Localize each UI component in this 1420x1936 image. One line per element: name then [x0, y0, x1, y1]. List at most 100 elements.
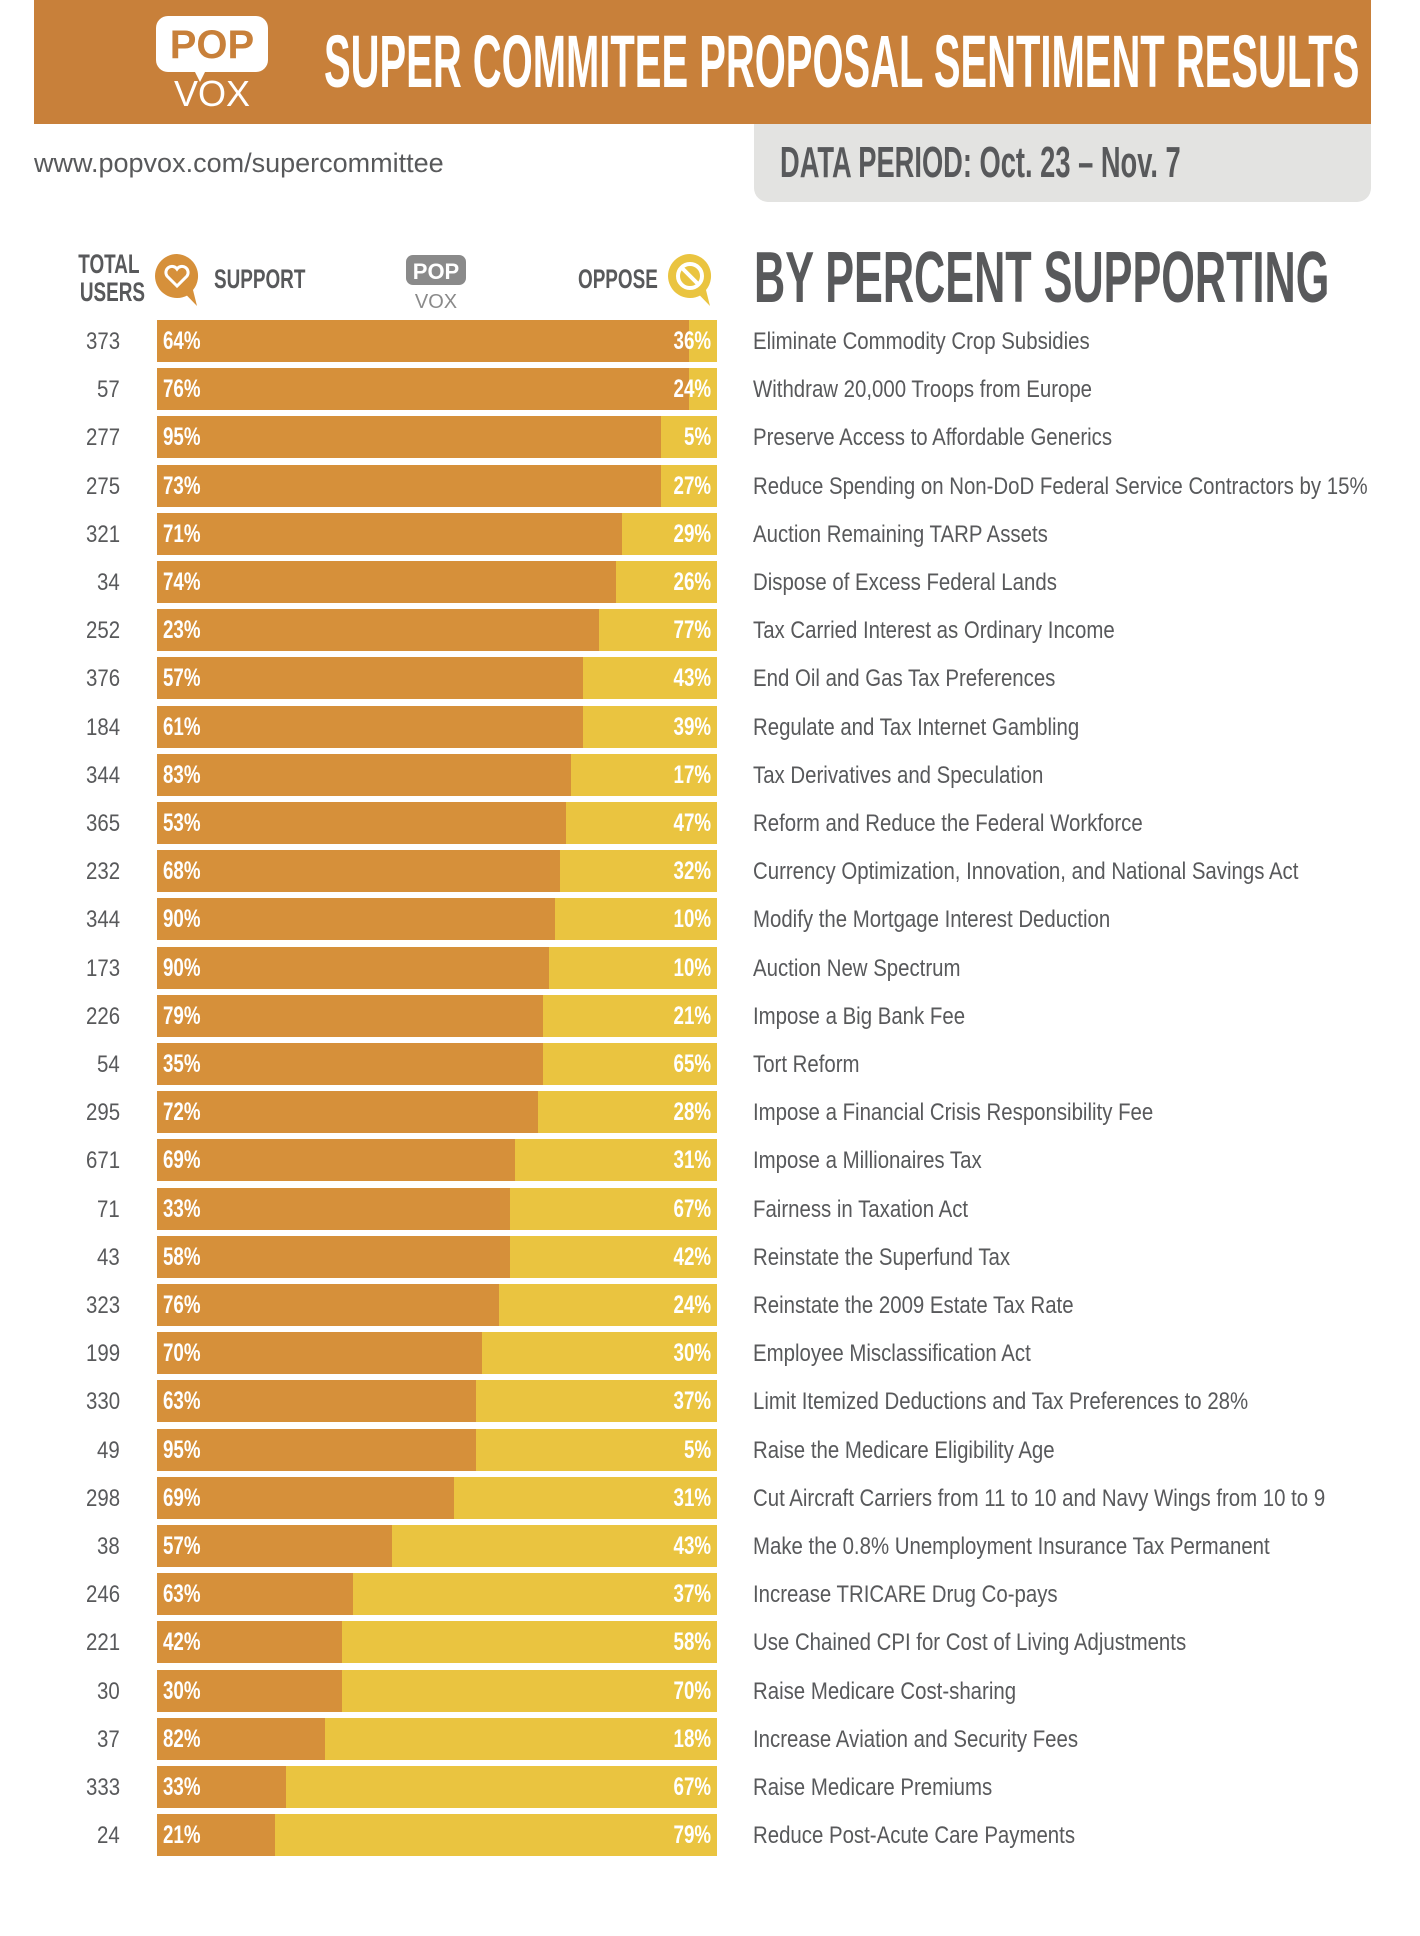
- oppose-bar: 82% 18%: [157, 1717, 717, 1760]
- total-users-value: 298: [85, 1484, 120, 1512]
- support-label: 63%: [163, 1580, 201, 1609]
- total-users-value: 295: [85, 1099, 120, 1127]
- support-label: 63%: [163, 1387, 201, 1416]
- popvox-small-logo: POP VOX: [406, 255, 466, 310]
- oppose-label: 70%: [673, 1676, 711, 1705]
- total-users-value: 321: [85, 520, 120, 548]
- proposal-label: Use Chained CPI for Cost of Living Adjus…: [753, 1629, 1187, 1657]
- chart-row: 376 57% 43% End Oil and Gas Tax Preferen…: [0, 657, 1420, 701]
- proposal-label: Reduce Spending on Non-DoD Federal Servi…: [753, 472, 1368, 500]
- support-bar: [157, 464, 661, 507]
- site-url[interactable]: www.popvox.com/supercommittee: [34, 148, 444, 178]
- chart-row: 30 30% 70% Raise Medicare Cost-sharing: [0, 1669, 1420, 1714]
- proposal-label: Cut Aircraft Carriers from 11 to 10 and …: [753, 1484, 1326, 1512]
- support-bar: [157, 1428, 477, 1471]
- support-label: 57%: [163, 1532, 201, 1560]
- proposal-label: Raise Medicare Premiums: [753, 1774, 993, 1801]
- total-users-value: 34: [97, 569, 120, 596]
- proposal-label: Tax Derivatives and Speculation: [753, 761, 1044, 789]
- oppose-bar: 57% 43%: [157, 1525, 717, 1567]
- proposal-label: Eliminate Commodity Crop Subsidies: [753, 328, 1090, 355]
- total-users-value: 54: [97, 1051, 120, 1078]
- total-users-value: 232: [85, 858, 120, 886]
- oppose-label: 26%: [673, 568, 711, 596]
- support-label: 53%: [163, 809, 201, 837]
- chart-row: 38 57% 43% Make the 0.8% Unemployment In…: [0, 1525, 1420, 1569]
- oppose-bar: 90% 10%: [157, 898, 717, 941]
- proposal-label: Limit Itemized Deductions and Tax Prefer…: [753, 1388, 1249, 1416]
- data-period-box: DATA PERIOD: Oct. 23 – Nov. 7: [754, 124, 1371, 202]
- support-label: 23%: [163, 616, 201, 645]
- proposal-label: Auction New Spectrum: [753, 954, 961, 982]
- oppose-label: 67%: [673, 1194, 711, 1223]
- oppose-bar: 73% 27%: [157, 464, 717, 507]
- support-label: 79%: [163, 1001, 201, 1030]
- support-label: 70%: [163, 1339, 201, 1368]
- oppose-bar: 68% 32%: [157, 850, 717, 893]
- oppose-bar: 58% 42%: [157, 1235, 717, 1278]
- oppose-bar: 90% 10%: [157, 946, 717, 989]
- total-users-value: 376: [85, 665, 120, 693]
- support-label: 33%: [163, 1773, 201, 1801]
- support-bar: [157, 898, 555, 941]
- oppose-bar: 64% 36%: [157, 320, 717, 362]
- oppose-bar: 30% 70%: [157, 1669, 717, 1712]
- total-users-value: 373: [85, 328, 120, 355]
- support-label: 76%: [163, 375, 201, 404]
- oppose-bar: 63% 37%: [157, 1380, 717, 1423]
- support-bar: [157, 1766, 286, 1808]
- support-bar: [157, 1621, 342, 1664]
- support-label: 61%: [163, 712, 201, 741]
- support-bar: [157, 1139, 516, 1182]
- oppose-no-icon: [668, 254, 712, 306]
- proposal-label: Reinstate the Superfund Tax: [753, 1243, 1011, 1271]
- support-label: 90%: [163, 953, 201, 982]
- oppose-bar: 33% 67%: [157, 1187, 717, 1230]
- oppose-bar: 74% 26%: [157, 561, 717, 603]
- page-title: SUPER COMMITEE PROPOSAL SENTIMENT RESULT…: [324, 20, 1360, 103]
- support-heart-icon: [155, 254, 199, 306]
- proposal-label: Impose a Big Bank Fee: [753, 1002, 966, 1030]
- support-bar: [157, 1235, 510, 1278]
- total-users-value: 37: [97, 1725, 120, 1753]
- chart-row: 277 95% 5% Preserve Access to Affordable…: [0, 416, 1420, 460]
- support-header: SUPPORT: [214, 264, 306, 294]
- support-bar: [157, 705, 583, 748]
- oppose-bar: 35% 65%: [157, 1043, 717, 1085]
- support-bar: [157, 1187, 510, 1230]
- support-bar: [157, 946, 549, 989]
- oppose-bar: 95% 5%: [157, 416, 717, 459]
- oppose-label: 31%: [673, 1146, 711, 1175]
- support-bar: [157, 320, 689, 362]
- support-bar: [157, 1332, 482, 1375]
- total-users-value: 277: [85, 424, 120, 452]
- proposal-label: Modify the Mortgage Interest Deduction: [753, 906, 1111, 934]
- oppose-bar: 76% 24%: [157, 1284, 717, 1326]
- oppose-label: 37%: [673, 1580, 711, 1609]
- chart-row: 330 63% 37% Limit Itemized Deductions an…: [0, 1380, 1420, 1424]
- support-label: 57%: [163, 664, 201, 693]
- support-label: 69%: [163, 1483, 201, 1512]
- total-users-value: 252: [85, 617, 120, 645]
- support-bar: [157, 753, 572, 796]
- oppose-label: 77%: [673, 616, 711, 645]
- total-users-value: 199: [85, 1340, 120, 1368]
- chart-row: 49 95% 5% Raise the Medicare Eligibility…: [0, 1428, 1420, 1473]
- support-bar: [157, 1573, 353, 1616]
- chart-row: 333 33% 67% Raise Medicare Premiums: [0, 1766, 1420, 1810]
- proposal-label: Dispose of Excess Federal Lands: [753, 569, 1057, 596]
- chart-row: 43 58% 42% Reinstate the Superfund Tax: [0, 1235, 1420, 1280]
- total-users-value: 71: [97, 1195, 120, 1223]
- oppose-label: 29%: [673, 519, 711, 548]
- chart-row: 246 63% 37% Increase TRICARE Drug Co-pay…: [0, 1573, 1420, 1617]
- chart-row: 71 33% 67% Fairness in Taxation Act: [0, 1187, 1420, 1232]
- total-users-value: 24: [97, 1822, 120, 1850]
- chart-row: 24 21% 79% Reduce Post-Acute Care Paymen…: [0, 1814, 1420, 1858]
- svg-text:POP: POP: [170, 23, 254, 67]
- chart-row: 671 69% 31% Impose a Millionaires Tax: [0, 1139, 1420, 1183]
- proposal-label: Tax Carried Interest as Ordinary Income: [753, 617, 1115, 645]
- chart-row: 323 76% 24% Reinstate the 2009 Estate Ta…: [0, 1284, 1420, 1328]
- oppose-label: 32%: [673, 857, 711, 886]
- chart-row: 252 23% 77% Tax Carried Interest as Ordi…: [0, 609, 1420, 653]
- support-label: 72%: [163, 1098, 201, 1127]
